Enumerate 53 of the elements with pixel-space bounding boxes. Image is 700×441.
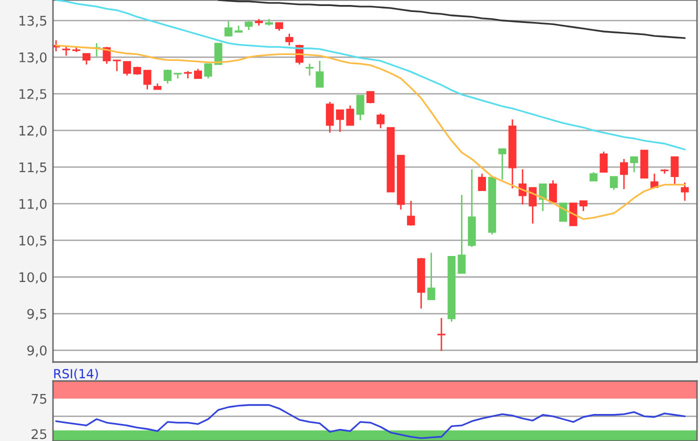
candlestick xyxy=(528,186,537,224)
candlestick xyxy=(579,200,588,212)
candlestick xyxy=(559,202,568,222)
candlestick xyxy=(437,317,446,352)
candlestick xyxy=(82,52,90,66)
candlestick xyxy=(326,101,334,134)
y-tick-label: 9,0 xyxy=(27,345,47,357)
y-tick-label: 10,0 xyxy=(20,272,47,284)
candlestick xyxy=(498,148,506,180)
y-tick-label: 11,0 xyxy=(20,198,47,210)
y-tick-label: 25 xyxy=(32,429,46,440)
candlestick xyxy=(62,45,70,56)
y-tick-label: 11,5 xyxy=(20,162,46,174)
candlestick xyxy=(427,252,436,300)
candlestick xyxy=(458,194,466,274)
candlestick xyxy=(224,20,232,38)
candlestick xyxy=(336,109,344,133)
candlestick xyxy=(316,60,324,88)
candlestick xyxy=(164,68,172,84)
candlestick xyxy=(538,183,547,212)
candlestick xyxy=(600,150,608,173)
y-tick-label: 13,0 xyxy=(20,52,47,64)
candlestick xyxy=(620,158,628,190)
candlestick xyxy=(356,94,364,121)
candlestick xyxy=(407,200,415,226)
candlestick xyxy=(112,59,121,72)
line-series xyxy=(217,0,686,39)
candlestick xyxy=(306,63,314,76)
candlestick xyxy=(549,180,557,203)
candlestick xyxy=(630,156,638,173)
candlestick xyxy=(366,90,374,104)
y-tick-label: 12,5 xyxy=(20,89,46,100)
candlestick xyxy=(214,42,222,65)
y-tick-label: 13,5 xyxy=(20,16,46,28)
line-series xyxy=(55,404,686,440)
y-tick-label: 10,5 xyxy=(20,236,46,247)
chart-title: RSI(14) xyxy=(54,368,98,380)
candlestick xyxy=(285,33,294,46)
candlestick xyxy=(346,104,354,126)
candlestick xyxy=(680,182,689,202)
candlestick xyxy=(143,70,152,90)
candlestick xyxy=(610,176,618,190)
candlestick xyxy=(123,60,132,76)
y-tick-label: 75 xyxy=(32,394,46,404)
candlestick xyxy=(204,63,212,80)
candlestick xyxy=(569,202,578,226)
candlestick xyxy=(194,68,202,80)
candlestick xyxy=(376,112,385,129)
candlestick xyxy=(478,172,486,192)
y-tick-label: 12,0 xyxy=(20,126,47,137)
line-series xyxy=(55,0,686,150)
candlestick xyxy=(670,156,679,185)
y-tick-label: 9,5 xyxy=(27,308,46,320)
